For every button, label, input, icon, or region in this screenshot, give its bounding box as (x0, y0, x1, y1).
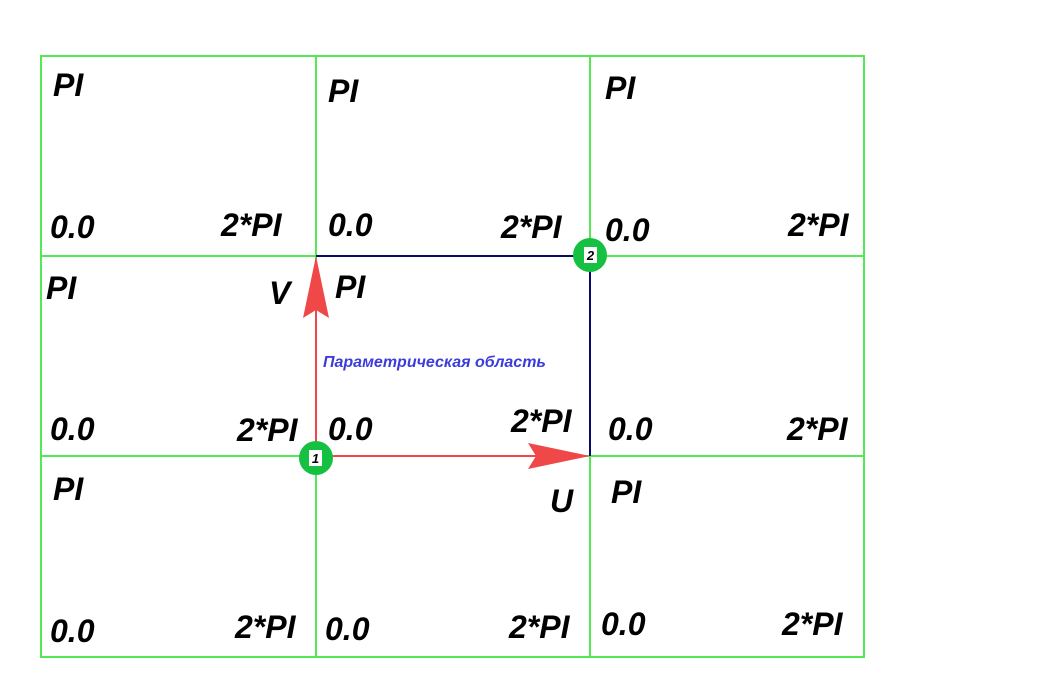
point-number: 1 (312, 451, 319, 466)
uv-arrows (303, 256, 590, 469)
grid (40, 55, 865, 658)
label-zero: 0.0 (328, 207, 373, 243)
v-arrow-head (303, 256, 329, 318)
label-two-pi: 2*PI (786, 411, 849, 447)
label-pi: PI (328, 73, 359, 109)
label-zero: 0.0 (50, 411, 95, 447)
label-zero: 0.0 (325, 611, 370, 647)
label-two-pi: 2*PI (787, 207, 850, 243)
label-two-pi: 2*PI (781, 606, 844, 642)
label-zero: 0.0 (608, 411, 653, 447)
point-2: 2 (573, 238, 607, 272)
label-pi: PI (46, 270, 77, 306)
point-1: 1 (299, 441, 333, 475)
label-pi: PI (611, 474, 642, 510)
label-zero: 0.0 (50, 613, 95, 649)
u-axis-label: U (550, 483, 574, 519)
label-zero: 0.0 (328, 411, 373, 447)
u-arrow-head (528, 443, 590, 469)
point-label-box (584, 247, 597, 263)
label-two-pi: 2*PI (234, 609, 297, 645)
label-pi: PI (53, 67, 84, 103)
domain-caption: Параметрическая область (323, 354, 546, 371)
label-pi: PI (605, 70, 636, 106)
label-two-pi: 2*PI (236, 412, 299, 448)
label-zero: 0.0 (605, 212, 650, 248)
label-pi: PI (53, 471, 84, 507)
point-number: 2 (586, 248, 595, 263)
label-zero: 0.0 (601, 606, 646, 642)
v-axis-label: V (269, 275, 293, 311)
label-pi: PI (335, 269, 366, 305)
label-two-pi: 2*PI (500, 209, 563, 245)
label-two-pi: 2*PI (220, 207, 283, 243)
grid-border (40, 55, 865, 658)
label-two-pi: 2*PI (510, 403, 573, 439)
label-two-pi: 2*PI (508, 609, 571, 645)
point-label-box (309, 450, 322, 466)
label-zero: 0.0 (50, 209, 95, 245)
